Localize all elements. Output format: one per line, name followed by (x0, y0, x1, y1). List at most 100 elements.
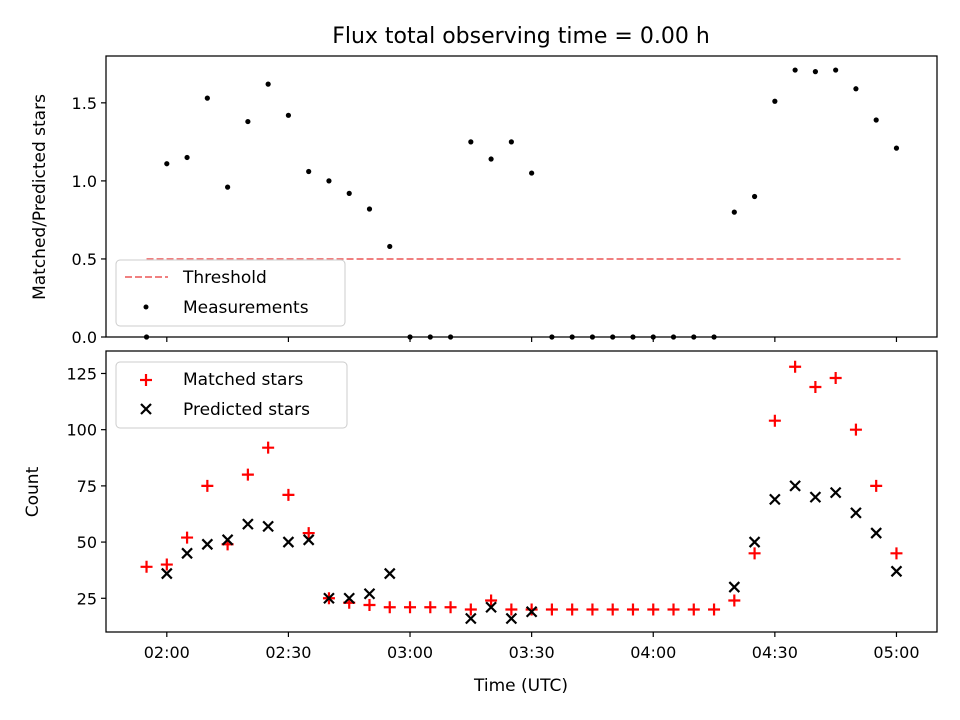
xtick-label: 04:30 (752, 643, 798, 662)
top-legend-box (115, 259, 346, 327)
matched-star-point (586, 603, 599, 616)
xtick-label: 02:30 (265, 643, 311, 662)
matched-star-point (383, 601, 396, 614)
bottom-xtick-layer: 02:00 02:30 03:00 03:30 04:00 04:30 05:00 (144, 632, 920, 662)
bottom-ytick-label: 50 (77, 533, 97, 552)
matched-star-point (160, 558, 173, 571)
matched-star-point (464, 603, 477, 616)
predicted-star-point (383, 567, 396, 580)
measurement-point (893, 145, 900, 151)
matched-star-point (262, 441, 275, 454)
measurements-legend-icon (143, 304, 149, 310)
predicted-star-point (870, 527, 882, 539)
matched-star-point (505, 603, 518, 616)
matched-star-point (647, 603, 660, 616)
measurement-point (387, 243, 393, 250)
top-legend: Threshold Measurements (115, 259, 346, 327)
matched-star-point (485, 594, 498, 607)
chart-title: Flux total observing time = 0.00 h (332, 24, 710, 49)
top-ytick-layer: 0.0 0.5 1.0 1.5 (72, 94, 106, 347)
predicted-star-point (181, 547, 193, 560)
predicted-star-point (890, 565, 903, 578)
matched-star-point (424, 601, 437, 614)
bottom-ytick-layer: 25 50 75 100 125 (66, 364, 106, 608)
predicted-star-point (809, 491, 822, 503)
predicted-star-point (221, 534, 234, 546)
xtick-label: 02:00 (144, 643, 190, 662)
measurement-point (772, 98, 778, 104)
predicted-star-point (161, 567, 173, 580)
bottom-legend-box (115, 361, 348, 429)
matched-star-point (870, 479, 883, 492)
matched-star-point (525, 603, 538, 616)
matched-star-point (606, 603, 619, 616)
measurement-point (833, 67, 839, 73)
predicted-star-point (465, 612, 477, 625)
measurement-point (164, 161, 170, 167)
predicted-star-point (850, 507, 862, 519)
measurement-point (204, 95, 210, 101)
measurement-point (792, 67, 798, 73)
bottom-ytick-label: 125 (66, 364, 97, 383)
matched-star-point (363, 599, 376, 612)
top-ytick-label: 0.0 (72, 328, 97, 347)
predicted-star-point (201, 538, 214, 551)
matched-star-point (201, 479, 214, 492)
matched-star-point (241, 468, 254, 481)
predicted-star-point (769, 493, 781, 506)
bottom-axes-frame (105, 350, 938, 633)
predicted-star-point (505, 612, 518, 625)
top-ytick-label: 0.5 (72, 250, 97, 269)
matched-star-point (708, 603, 721, 616)
matched-legend-label: Matched stars (183, 370, 303, 390)
measurement-point (366, 206, 373, 212)
predicted-star-point (242, 518, 254, 530)
predicted-star-point (485, 601, 497, 614)
matched-star-point (302, 527, 315, 540)
bottom-ytick-label: 100 (66, 421, 97, 440)
bottom-panel: 25 50 75 100 125 02:00 02:30 03:00 03:30 04:00 04… (23, 350, 938, 696)
predicted-star-point (262, 520, 274, 533)
predicted-star-point (282, 536, 295, 548)
matched-star-point (181, 531, 194, 544)
predicted-star-point (829, 486, 842, 499)
predicted-star-point (343, 592, 355, 605)
matched-star-point (728, 594, 741, 607)
measurement-point (873, 117, 879, 123)
matched-star-point (789, 360, 802, 373)
top-axes-frame (105, 55, 938, 338)
measurement-point (225, 184, 231, 190)
measurement-point (529, 170, 535, 176)
bottom-ytick-label: 75 (77, 477, 97, 496)
matched-star-point (748, 547, 761, 560)
matched-star-point (890, 547, 903, 560)
matched-star-point (444, 601, 457, 614)
predicted-star-point (525, 605, 538, 618)
matched-star-point (140, 560, 153, 573)
bottom-ytick-label: 25 (77, 589, 97, 608)
measurement-point (285, 112, 292, 118)
predicted-legend-label: Predicted stars (183, 400, 310, 420)
measurement-point (508, 139, 514, 145)
measurement-point (265, 81, 271, 87)
measurement-point (488, 156, 494, 162)
x-axis-label: Time (UTC) (473, 676, 568, 696)
predicted-legend-icon (140, 403, 152, 415)
matched-star-point (545, 603, 558, 616)
top-xtick-layer (166, 337, 898, 342)
measurement-point (468, 139, 474, 145)
top-points-layer (143, 67, 900, 340)
matched-star-point (667, 603, 680, 616)
matched-star-point (768, 414, 781, 427)
matched-star-point (849, 423, 862, 436)
xtick-label: 03:00 (387, 643, 433, 662)
threshold-legend-label: Threshold (182, 268, 267, 288)
measurement-point (184, 154, 190, 161)
measurement-point (245, 118, 251, 125)
predicted-star-point (789, 480, 801, 492)
predicted-star-point (302, 534, 315, 546)
top-y-axis-label: Matched/Predicted stars (30, 94, 50, 300)
matched-star-point (687, 603, 700, 616)
predicted-star-point (728, 581, 741, 593)
matched-star-point (566, 603, 579, 616)
